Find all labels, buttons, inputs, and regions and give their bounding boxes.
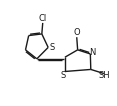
Text: S: S [49,43,55,52]
Text: S: S [60,71,66,80]
Text: Cl: Cl [39,14,47,23]
Text: O: O [73,29,80,37]
Text: SH: SH [99,71,110,80]
Text: N: N [89,48,95,57]
